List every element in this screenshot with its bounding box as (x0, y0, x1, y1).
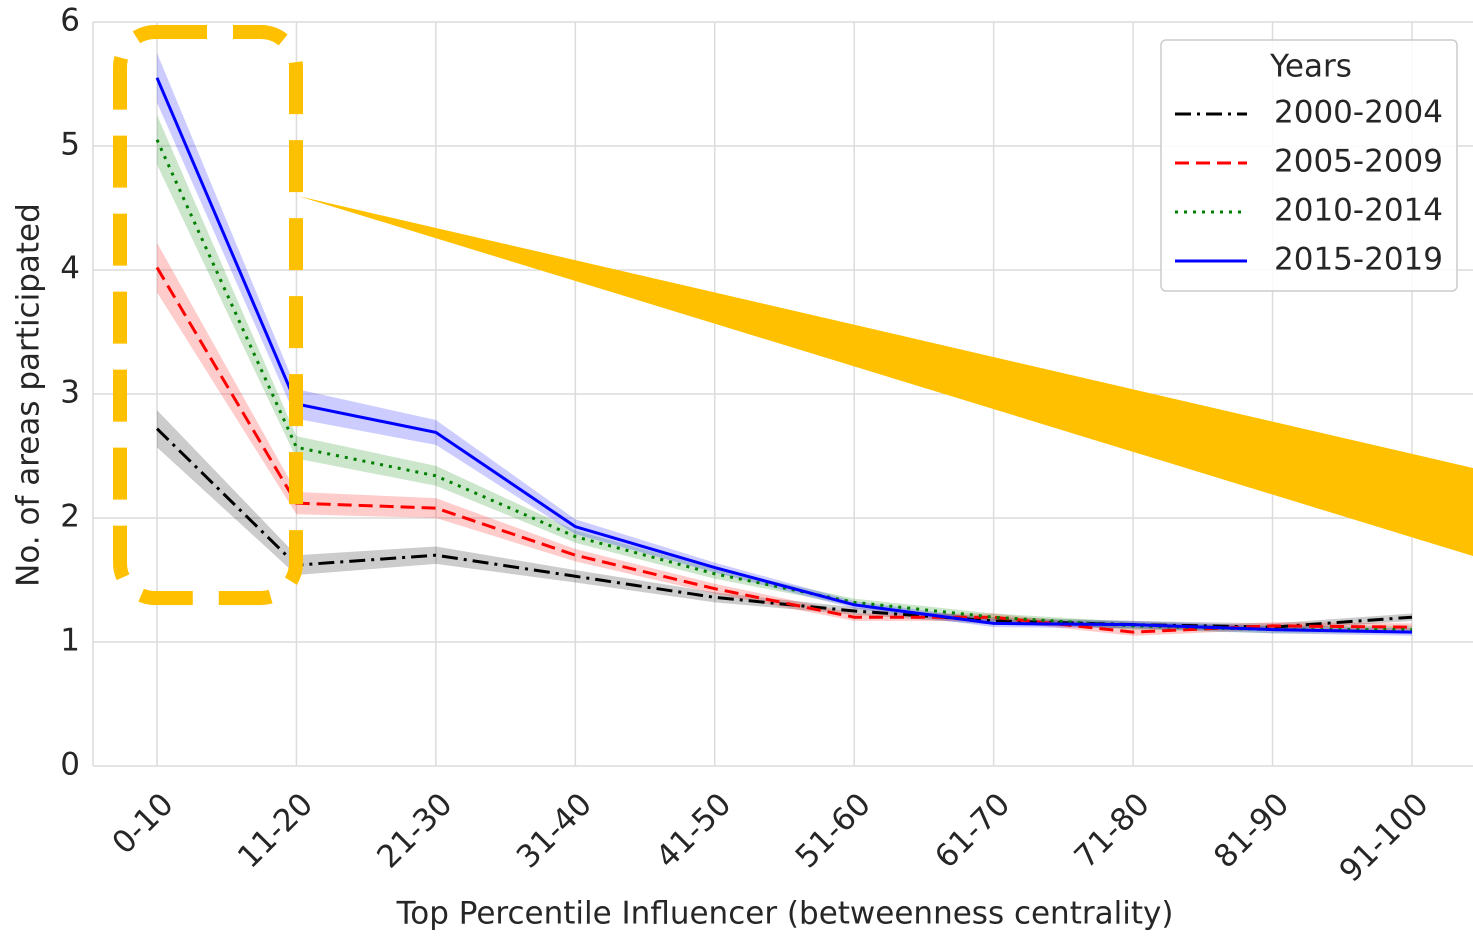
highlight-box (113, 25, 303, 605)
y-axis-label: No. of areas participated (11, 203, 47, 587)
x-axis-label: Top Percentile Influencer (betweenness c… (396, 896, 1174, 932)
legend-box (1160, 39, 1458, 292)
series-line (155, 266, 1412, 634)
x-tick-label: 81-90 (1207, 786, 1296, 875)
x-tick-label: 91-100 (1333, 786, 1436, 889)
legend-label: 2000-2004 (1274, 95, 1443, 131)
y-tick-label: 6 (60, 3, 80, 39)
series-line (155, 77, 1412, 634)
x-tick-label: 21-30 (370, 786, 459, 875)
y-tick-label: 0 (60, 747, 80, 783)
x-tick-label: 71-80 (1068, 786, 1157, 875)
legend-label: 2010-2014 (1274, 193, 1443, 229)
x-tick-label: 0-10 (105, 786, 180, 861)
x-tick-label: 11-20 (231, 786, 320, 875)
zoom-wedge (298, 196, 1473, 556)
legend-label: 2015-2019 (1274, 242, 1443, 278)
legend-title: Years (1269, 49, 1352, 85)
lines (155, 77, 1413, 634)
y-tick-label: 5 (60, 127, 80, 163)
x-tick-label: 41-50 (649, 786, 738, 875)
y-tick-label: 2 (60, 499, 80, 535)
y-tick-label: 3 (60, 375, 80, 411)
legend-label: 2005-2009 (1274, 144, 1443, 180)
x-tick-label: 51-60 (789, 786, 878, 875)
y-tick-label: 1 (60, 623, 80, 659)
x-tick-label: 61-70 (928, 786, 1017, 875)
x-tick-label: 31-40 (510, 786, 599, 875)
legend: Years 2000-2004 2005-2009 2010-2014 2015-20… (1160, 39, 1458, 292)
series-line (155, 139, 1412, 632)
y-tick-label: 4 (60, 251, 80, 287)
series-line (155, 427, 1413, 629)
